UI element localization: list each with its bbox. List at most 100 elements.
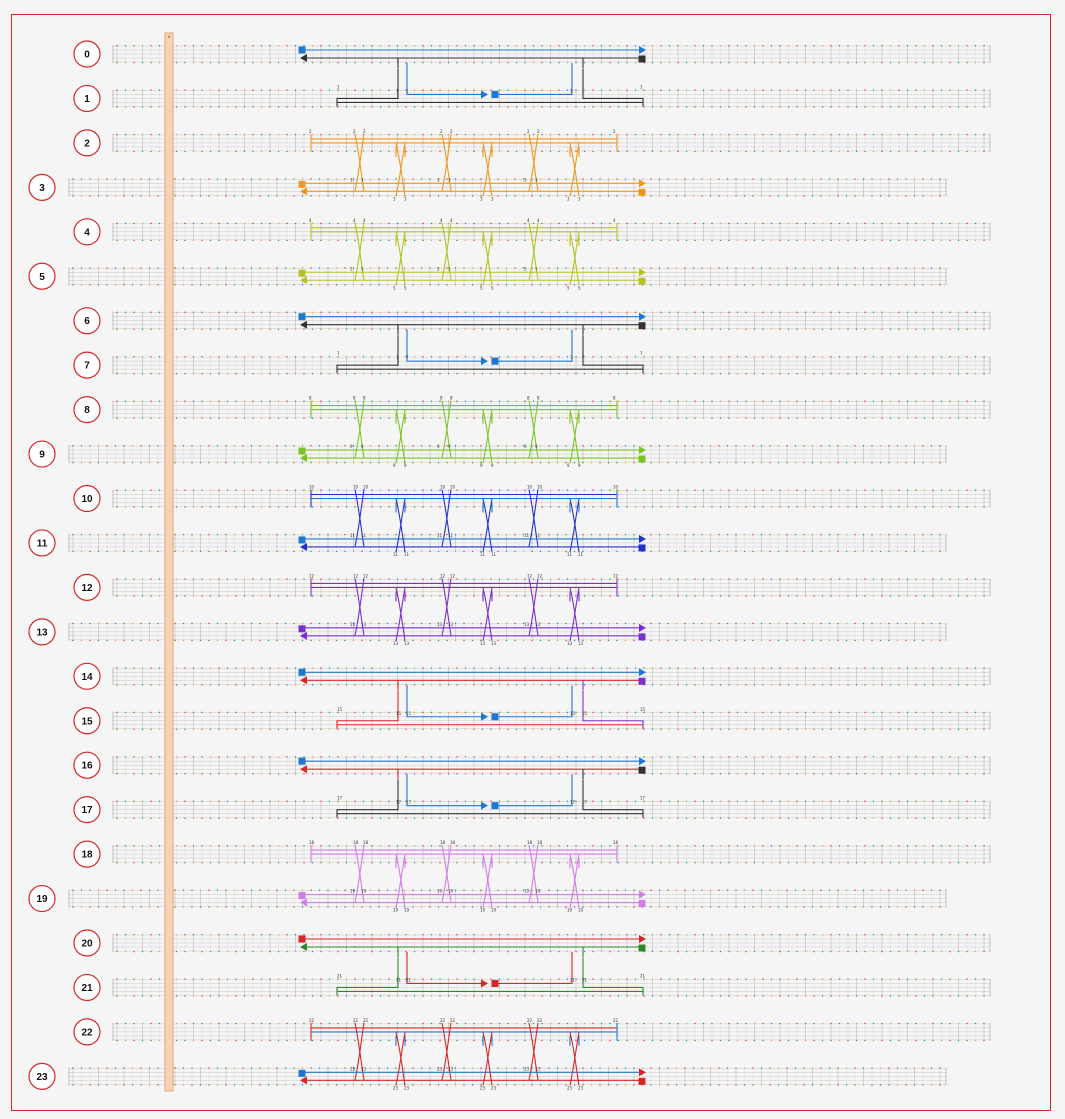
track-dot bbox=[301, 445, 304, 447]
track-dot bbox=[362, 373, 365, 375]
track-dot bbox=[684, 284, 686, 286]
track-dot bbox=[719, 595, 722, 597]
track-dot bbox=[532, 62, 535, 64]
track-dot bbox=[745, 356, 747, 358]
track-dot bbox=[226, 578, 229, 580]
track-dot bbox=[405, 45, 407, 47]
track-dot bbox=[344, 639, 346, 642]
track-dot bbox=[524, 711, 526, 713]
track-dot bbox=[777, 178, 780, 180]
track-band bbox=[112, 311, 991, 330]
track-dot bbox=[837, 195, 839, 197]
track-dot bbox=[267, 639, 270, 642]
track-dot bbox=[233, 639, 236, 642]
track-dot bbox=[371, 595, 373, 597]
track-dot bbox=[862, 284, 865, 286]
track-dot bbox=[694, 89, 696, 91]
track-dot bbox=[838, 89, 841, 91]
track-dot bbox=[498, 578, 501, 580]
track-dot bbox=[464, 711, 467, 713]
track-dot bbox=[641, 462, 644, 464]
track-dot bbox=[949, 222, 951, 224]
track-dot bbox=[490, 106, 492, 108]
track-dot bbox=[294, 506, 297, 508]
track-dot bbox=[209, 667, 212, 669]
track-dot bbox=[116, 311, 118, 313]
track-dot bbox=[786, 639, 788, 642]
track-dot bbox=[140, 178, 142, 180]
track-dot bbox=[471, 550, 474, 553]
track-dot bbox=[624, 639, 627, 642]
track-dot bbox=[371, 506, 373, 508]
track-dot bbox=[388, 489, 390, 491]
track-dot bbox=[728, 506, 730, 508]
track-dot bbox=[753, 222, 756, 224]
track-dot bbox=[429, 284, 431, 286]
track-dot bbox=[558, 311, 560, 313]
track-dot bbox=[532, 711, 535, 713]
track-dot bbox=[753, 239, 756, 241]
track-dot bbox=[573, 284, 576, 286]
track-dot bbox=[626, 62, 628, 64]
track-dot bbox=[335, 639, 338, 642]
track-dot bbox=[124, 489, 127, 491]
track-dot bbox=[327, 622, 329, 625]
track-dot bbox=[208, 550, 210, 553]
track-dot bbox=[728, 45, 730, 47]
track-dot bbox=[337, 506, 339, 508]
track-dot bbox=[259, 533, 261, 536]
track-dot bbox=[743, 445, 746, 447]
track-dot bbox=[481, 684, 484, 686]
track-dot bbox=[983, 356, 985, 358]
track-dot bbox=[116, 506, 118, 508]
track-dot bbox=[932, 578, 934, 580]
track-dot bbox=[633, 445, 635, 447]
track-dot bbox=[354, 506, 356, 508]
track-dot bbox=[864, 328, 866, 330]
track-dot bbox=[218, 150, 220, 153]
track-dot bbox=[889, 506, 892, 508]
track-dot bbox=[303, 328, 305, 330]
track-dot bbox=[259, 195, 261, 197]
track-dot bbox=[939, 178, 941, 180]
track-dot bbox=[583, 595, 586, 597]
track-dot bbox=[864, 506, 866, 508]
track-dot bbox=[141, 311, 144, 313]
track-dot bbox=[148, 622, 151, 625]
track-dot bbox=[116, 356, 118, 358]
track-dot bbox=[524, 89, 526, 91]
track-dot bbox=[779, 62, 781, 64]
track-dot bbox=[821, 328, 824, 330]
track-dot bbox=[871, 550, 873, 553]
track-dot bbox=[966, 222, 968, 224]
track-dot bbox=[966, 667, 968, 669]
track-dot bbox=[745, 328, 747, 330]
track-dot bbox=[609, 89, 611, 91]
track-dot bbox=[405, 133, 407, 136]
track-dot bbox=[983, 311, 985, 313]
track-dot bbox=[719, 506, 722, 508]
track-dot bbox=[566, 106, 569, 108]
track-dot bbox=[158, 667, 161, 669]
track-dot bbox=[617, 133, 620, 136]
track-dot bbox=[318, 284, 321, 286]
track-dot bbox=[252, 684, 254, 686]
track-dot bbox=[318, 622, 321, 625]
track-dot bbox=[378, 462, 380, 464]
track-dot bbox=[260, 595, 263, 597]
track-dot bbox=[592, 239, 594, 241]
track-dot bbox=[498, 356, 501, 358]
track-dot bbox=[762, 489, 764, 491]
track-dot bbox=[906, 106, 909, 108]
track-dot bbox=[932, 373, 934, 375]
track-dot bbox=[131, 195, 134, 197]
track-dot bbox=[711, 311, 713, 313]
track-dot bbox=[694, 150, 696, 153]
track-dot bbox=[378, 622, 380, 625]
track-dot bbox=[643, 89, 645, 91]
track-dot bbox=[277, 506, 280, 508]
track-dot bbox=[847, 150, 849, 153]
track-dot bbox=[566, 373, 569, 375]
track-dot bbox=[541, 489, 543, 491]
track-dot bbox=[881, 667, 883, 669]
